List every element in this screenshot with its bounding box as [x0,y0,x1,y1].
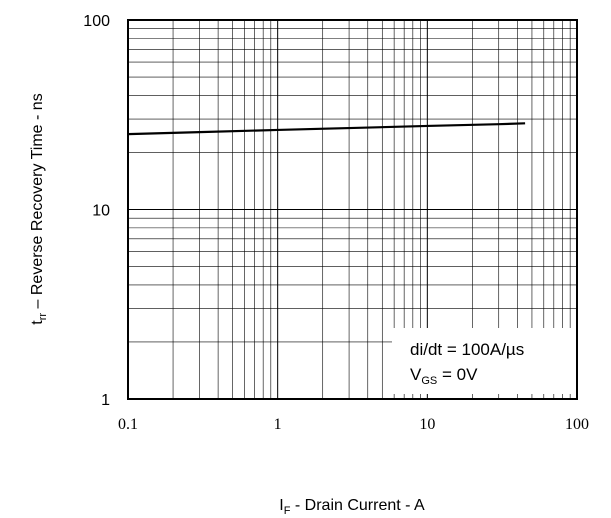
annotation-box [392,328,576,394]
y-axis-label: trr – Reverse Recovery Time - ns [29,93,49,324]
y-tick-label: 100 [83,13,110,30]
series-line-0 [127,122,526,136]
annotation-didt: di/dt = 100A/µs [410,340,524,359]
x-tick-label: 100 [565,416,589,433]
x-tick-label: 1 [274,416,282,433]
x-axis-label: IF - Drain Current - A [279,497,425,517]
annotation-vgs: VGS = 0V [410,365,478,387]
x-tick-label: 0.1 [118,416,138,433]
y-tick-label: 1 [101,392,110,409]
x-tick-labels: 0.1 1 10 100 [118,416,589,433]
y-tick-label: 10 [92,203,110,220]
x-tick-label: 10 [419,416,435,433]
series-group [127,122,526,136]
plot-frame [127,19,578,400]
y-tick-labels: 1 10 100 [83,13,110,409]
